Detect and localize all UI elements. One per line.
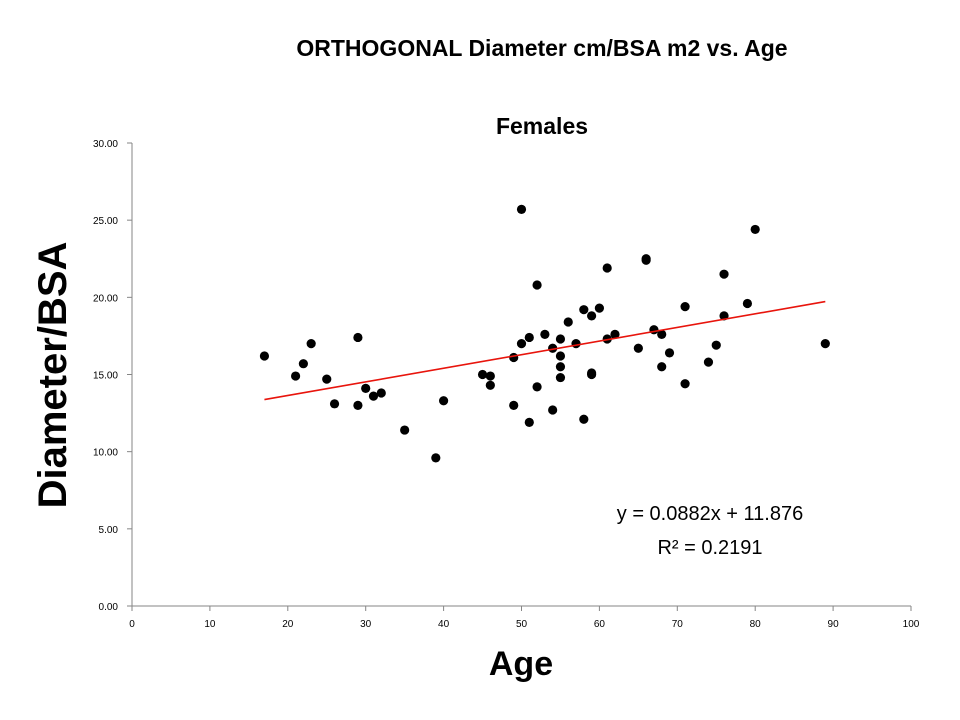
data-point xyxy=(439,396,449,406)
y-axis-ticks: 0.00 5.00 10.00 15.00 20.00 25.00 30.00 xyxy=(93,139,132,613)
data-point xyxy=(750,224,760,235)
data-point xyxy=(477,369,488,380)
data-point xyxy=(579,414,589,424)
data-point xyxy=(509,352,519,363)
data-point xyxy=(400,425,410,435)
data-point xyxy=(571,339,581,349)
x-tick-label: 30 xyxy=(360,619,372,630)
data-point xyxy=(563,317,573,327)
data-point xyxy=(680,301,690,312)
data-point xyxy=(610,329,620,339)
data-point xyxy=(353,332,363,343)
data-point xyxy=(485,371,495,381)
data-point xyxy=(306,339,316,349)
data-point xyxy=(353,400,363,410)
x-tick-label: 70 xyxy=(672,619,684,630)
data-point xyxy=(516,339,527,349)
data-point xyxy=(602,263,612,273)
data-point xyxy=(649,325,659,335)
r-squared-label: R² = 0.2191 xyxy=(657,537,762,559)
data-point xyxy=(548,405,558,415)
data-point xyxy=(540,329,550,339)
data-point xyxy=(516,204,527,214)
data-point xyxy=(322,374,332,384)
data-points xyxy=(259,204,830,463)
trendline xyxy=(264,300,826,401)
data-point xyxy=(548,343,558,353)
data-point xyxy=(368,391,379,401)
data-point xyxy=(329,399,340,409)
data-point xyxy=(259,351,270,361)
data-point xyxy=(703,357,714,367)
x-tick-label: 60 xyxy=(594,619,606,630)
data-point xyxy=(587,369,597,380)
trendline-equation: y = 0.0882x + 11.876 xyxy=(617,503,803,525)
data-point xyxy=(587,311,597,321)
data-point xyxy=(820,339,830,349)
data-point xyxy=(742,298,753,309)
data-point xyxy=(485,380,495,390)
data-point xyxy=(657,362,667,372)
data-point xyxy=(532,280,542,290)
x-tick-label: 10 xyxy=(204,619,216,630)
data-point xyxy=(664,348,675,358)
y-tick-label: 15.00 xyxy=(93,371,118,382)
data-point xyxy=(431,453,441,463)
y-tick-label: 20.00 xyxy=(93,293,118,304)
x-tick-label: 50 xyxy=(516,619,528,630)
data-point xyxy=(532,382,542,392)
data-point xyxy=(633,343,643,353)
y-tick-label: 0.00 xyxy=(99,602,119,613)
x-axis-ticks: 0 10 20 30 40 50 60 70 80 90 100 xyxy=(129,606,920,630)
data-point xyxy=(579,305,589,315)
y-tick-label: 25.00 xyxy=(93,216,118,227)
data-point xyxy=(711,340,721,350)
data-point xyxy=(641,255,651,265)
data-point xyxy=(524,417,534,427)
data-point xyxy=(657,329,667,339)
data-point xyxy=(524,332,534,343)
chart-title: ORTHOGONAL Diameter cm/BSA m2 vs. Age xyxy=(296,35,787,61)
x-tick-label: 90 xyxy=(828,619,840,630)
x-tick-label: 0 xyxy=(129,619,135,630)
x-tick-label: 80 xyxy=(750,619,762,630)
y-axis-title: Diameter/BSA xyxy=(31,242,75,509)
data-point xyxy=(555,351,566,361)
x-axis-title: Age xyxy=(489,645,553,683)
data-point xyxy=(594,303,605,313)
data-point xyxy=(680,379,690,389)
x-tick-label: 20 xyxy=(282,619,294,630)
data-point xyxy=(555,334,566,344)
data-point xyxy=(361,383,371,393)
data-point xyxy=(509,400,519,410)
data-point xyxy=(719,269,729,279)
data-point xyxy=(298,359,308,369)
y-tick-label: 30.00 xyxy=(93,139,118,150)
x-tick-label: 40 xyxy=(438,619,450,630)
y-tick-label: 5.00 xyxy=(99,525,119,536)
data-point xyxy=(555,362,566,372)
data-point xyxy=(376,388,386,398)
trendline-group xyxy=(264,300,826,401)
x-tick-label: 100 xyxy=(903,619,920,630)
data-point xyxy=(290,371,301,381)
chart-subtitle: Females xyxy=(496,113,588,139)
data-point xyxy=(555,372,566,383)
y-tick-label: 10.00 xyxy=(93,448,118,459)
